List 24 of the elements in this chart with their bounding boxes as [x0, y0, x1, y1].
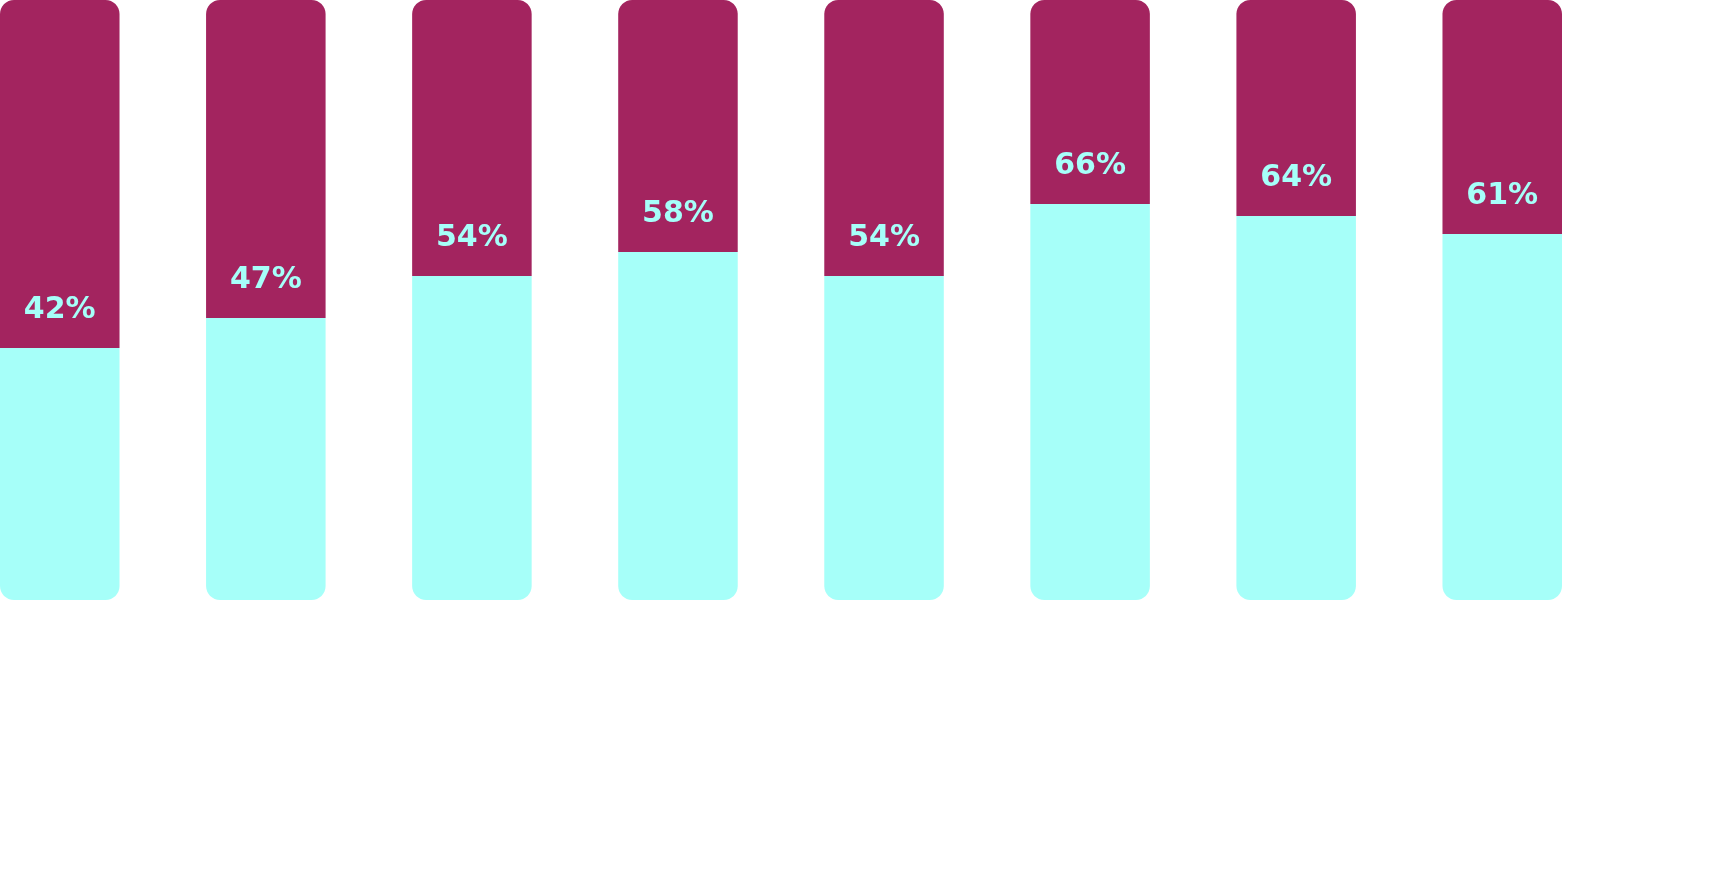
bar — [1030, 204, 1150, 600]
data-label: 54% — [435, 218, 508, 253]
bar — [412, 276, 532, 600]
data-label: 42% — [23, 290, 96, 325]
bar — [412, 0, 532, 276]
bar — [618, 0, 738, 252]
bar — [206, 0, 326, 318]
bar — [824, 276, 944, 600]
bar — [618, 252, 738, 600]
bar — [0, 348, 120, 600]
bar — [1442, 0, 1562, 234]
bar — [1236, 0, 1356, 216]
data-label: 54% — [848, 218, 920, 253]
bar — [1236, 216, 1356, 600]
bar — [206, 318, 326, 600]
data-label: 61% — [1466, 176, 1539, 211]
bar — [1030, 0, 1150, 204]
bar — [1442, 234, 1562, 600]
bar — [0, 0, 120, 348]
bar — [824, 0, 944, 276]
data-label: 64% — [1260, 158, 1333, 193]
data-label: 47% — [229, 260, 302, 295]
data-label: 66% — [1054, 146, 1127, 181]
data-label: 58% — [642, 194, 714, 229]
